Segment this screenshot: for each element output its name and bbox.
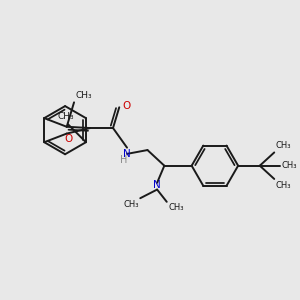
Text: N: N	[123, 149, 131, 159]
Text: O: O	[122, 101, 130, 111]
Text: CH₃: CH₃	[282, 161, 297, 170]
Text: CH₃: CH₃	[168, 203, 184, 212]
Text: CH₃: CH₃	[276, 181, 291, 190]
Text: N: N	[153, 180, 161, 190]
Text: CH₃: CH₃	[57, 112, 74, 122]
Text: O: O	[64, 134, 72, 144]
Text: CH₃: CH₃	[76, 91, 92, 100]
Text: CH₃: CH₃	[276, 141, 291, 150]
Text: CH₃: CH₃	[123, 200, 139, 208]
Text: H: H	[120, 155, 127, 165]
